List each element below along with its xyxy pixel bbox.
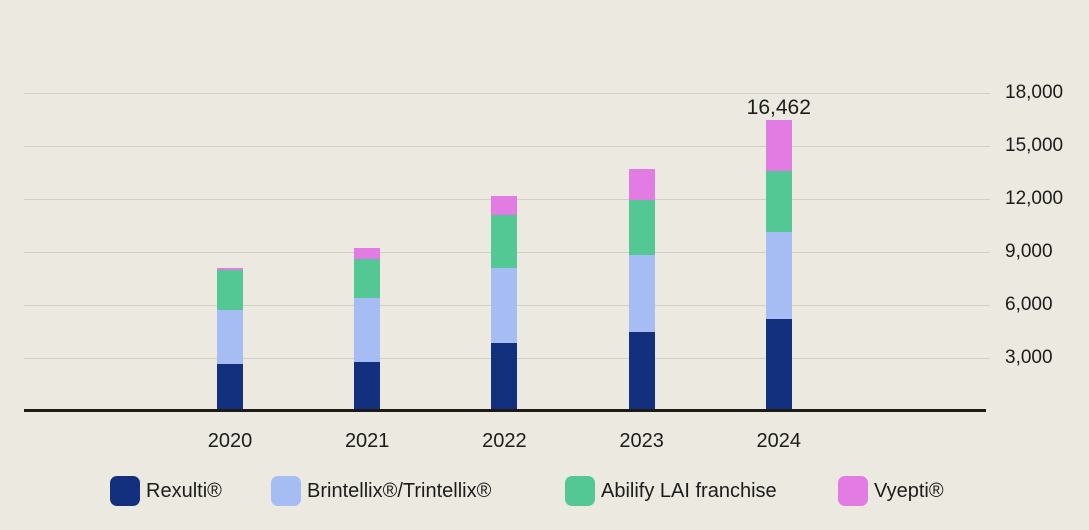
bar-segment-2022-vyepti: [491, 196, 518, 216]
legend-label-abilify-lai-franchise: Abilify LAI franchise: [601, 480, 777, 502]
legend-swatch-brintellix-trintellix: [271, 476, 301, 506]
y-axis-tick-label: 9,000: [1005, 241, 1053, 262]
bar-segment-2021-rexulti: [354, 361, 381, 411]
gridline-18000: [24, 93, 990, 94]
y-axis-tick-label: 3,000: [1005, 347, 1053, 368]
bar-segment-2023-vyepti: [628, 169, 655, 200]
bar-segment-2021-vyepti: [354, 248, 381, 260]
legend-swatch-vyepti: [838, 476, 868, 506]
bar-segment-2024-brintellix-trintellix: [765, 232, 792, 320]
y-axis-tick-label: 18,000: [1005, 82, 1064, 103]
bar-segment-2024-rexulti: [765, 319, 792, 411]
x-axis-label-2023: 2023: [619, 430, 664, 452]
bar-segment-2022-brintellix-trintellix: [491, 267, 518, 343]
legend-item-rexulti: Rexulti®: [110, 476, 222, 506]
legend-swatch-abilify-lai-franchise: [565, 476, 595, 506]
legend-label-vyepti: Vyepti®: [874, 480, 944, 502]
bar-segment-2023-abilify-lai-franchise: [628, 199, 655, 255]
bar-segment-2021-abilify-lai-franchise: [354, 259, 381, 298]
x-axis-line: [24, 409, 986, 412]
bar-segment-2024-abilify-lai-franchise: [765, 171, 792, 233]
legend-item-vyepti: Vyepti®: [838, 476, 944, 506]
x-axis-label-2021: 2021: [344, 430, 390, 452]
legend-swatch-rexulti: [110, 476, 140, 506]
legend-item-brintellix-trintellix: Brintellix®/Trintellix®: [271, 476, 491, 506]
bar-segment-2022-abilify-lai-franchise: [491, 215, 518, 268]
y-axis-tick-label: 15,000: [1005, 135, 1064, 156]
gridline-15000: [24, 146, 990, 147]
total-data-label-2024: 16,462: [746, 96, 811, 119]
bar-segment-2020-abilify-lai-franchise: [217, 269, 243, 310]
x-axis-label-2020: 2020: [207, 430, 253, 452]
bar-segment-2020-brintellix-trintellix: [217, 309, 243, 364]
x-axis-label-2022: 2022: [482, 430, 527, 452]
bar-segment-2023-brintellix-trintellix: [628, 254, 655, 332]
bar-segment-2023-rexulti: [628, 331, 655, 411]
bar-segment-2024-vyepti: [765, 120, 792, 172]
bar-segment-2022-rexulti: [491, 342, 518, 411]
bar-segment-2021-brintellix-trintellix: [354, 297, 381, 362]
y-axis-tick-label: 12,000: [1005, 188, 1064, 209]
legend-label-brintellix-trintellix: Brintellix®/Trintellix®: [307, 480, 492, 502]
x-axis-label-2024: 2024: [756, 430, 802, 452]
bar-segment-2020-vyepti: [217, 268, 243, 270]
y-axis-tick-label: 6,000: [1005, 294, 1053, 315]
legend-label-rexulti: Rexulti®: [146, 480, 222, 502]
legend-item-abilify-lai-franchise: Abilify LAI franchise: [565, 476, 777, 506]
bar-segment-2020-rexulti: [217, 363, 243, 411]
